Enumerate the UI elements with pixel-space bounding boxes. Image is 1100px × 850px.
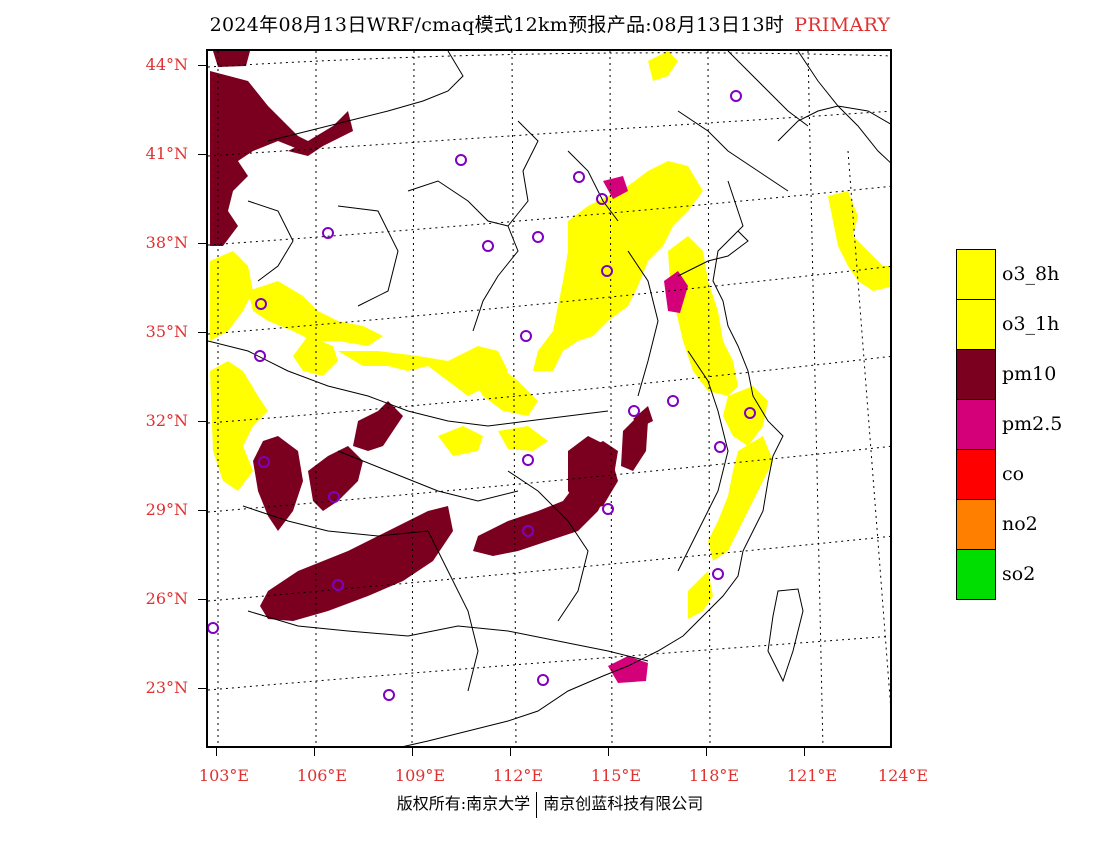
station-markers [208,90,756,701]
lon-label-118: 118°E [688,766,740,785]
copyright-separator [536,791,538,818]
lat-label-23: 23°N [145,678,188,697]
lon-label-115: 115°E [590,766,642,785]
lat-tick [198,510,206,511]
lat-label-35: 35°N [145,322,188,341]
coastline [403,105,890,746]
lat-label-32: 32°N [145,411,188,430]
legend-item-o3-1h: o3_1h [956,299,1096,350]
lat-tick [198,154,206,155]
legend-swatch [956,449,996,500]
lat-tick [198,243,206,244]
lat-tick [198,599,206,600]
lon-tick [706,748,707,756]
lat-tick [198,688,206,689]
lon-label-106: 106°E [296,766,348,785]
legend-label: pm2.5 [1002,413,1063,435]
lat-tick [198,65,206,66]
copyright-left: 版权所有:南京大学 [396,794,531,813]
o3-areas [210,51,890,619]
map-canvas [208,51,890,746]
lat-label-26: 26°N [145,589,188,608]
legend-swatch [956,349,996,400]
legend-swatch [956,549,996,600]
legend-label: o3_8h [1002,263,1060,285]
latitude-gridlines [208,52,890,691]
lat-label-38: 38°N [145,233,188,252]
province-boundaries [208,51,890,692]
forecast-map[interactable] [206,49,892,748]
legend-item-pm25: pm2.5 [956,399,1096,450]
legend-item-o3-8h: o3_8h [956,249,1096,300]
copyright-footer: 版权所有:南京大学 南京创蓝科技有限公司 [0,790,1100,818]
taiwan-outline [767,588,804,683]
lat-tick [198,421,206,422]
legend-swatch [956,499,996,550]
legend-label: no2 [1002,513,1038,535]
legend-item-pm10: pm10 [956,349,1096,400]
longitude-gridlines [217,51,890,746]
title-type: PRIMARY [794,14,891,36]
legend-label: so2 [1002,563,1036,585]
lat-tick [198,332,206,333]
lon-label-124: 124°E [877,766,929,785]
pm25-areas [603,176,688,683]
legend-item-co: co [956,449,1096,500]
legend-label: pm10 [1002,363,1057,385]
title-main: 2024年08月13日WRF/cmaq模式12km预报产品:08月13日13时 [209,14,785,36]
legend-label: o3_1h [1002,313,1060,335]
lon-tick [804,748,805,756]
lon-tick [314,748,315,756]
legend-swatch [956,399,996,450]
legend-label: co [1002,463,1025,485]
lon-label-109: 109°E [394,766,446,785]
lon-label-112: 112°E [492,766,544,785]
pm10-areas [210,51,653,621]
legend-swatch [956,249,996,300]
legend-item-so2: so2 [956,549,1096,600]
map-title: 2024年08月13日WRF/cmaq模式12km预报产品:08月13日13时 P… [0,10,1100,37]
lat-label-44: 44°N [145,55,188,74]
lon-tick [608,748,609,756]
copyright-right: 南京创蓝科技有限公司 [543,794,704,813]
legend-item-no2: no2 [956,499,1096,550]
lon-label-121: 121°E [786,766,838,785]
lat-label-29: 29°N [145,500,188,519]
pollutant-legend: o3_8h o3_1h pm10 pm2.5 co no2 so2 [956,249,1096,600]
lon-tick [412,748,413,756]
lon-tick [510,748,511,756]
lat-label-41: 41°N [145,144,188,163]
legend-swatch [956,299,996,350]
lon-tick [216,748,217,756]
lon-label-103: 103°E [198,766,250,785]
